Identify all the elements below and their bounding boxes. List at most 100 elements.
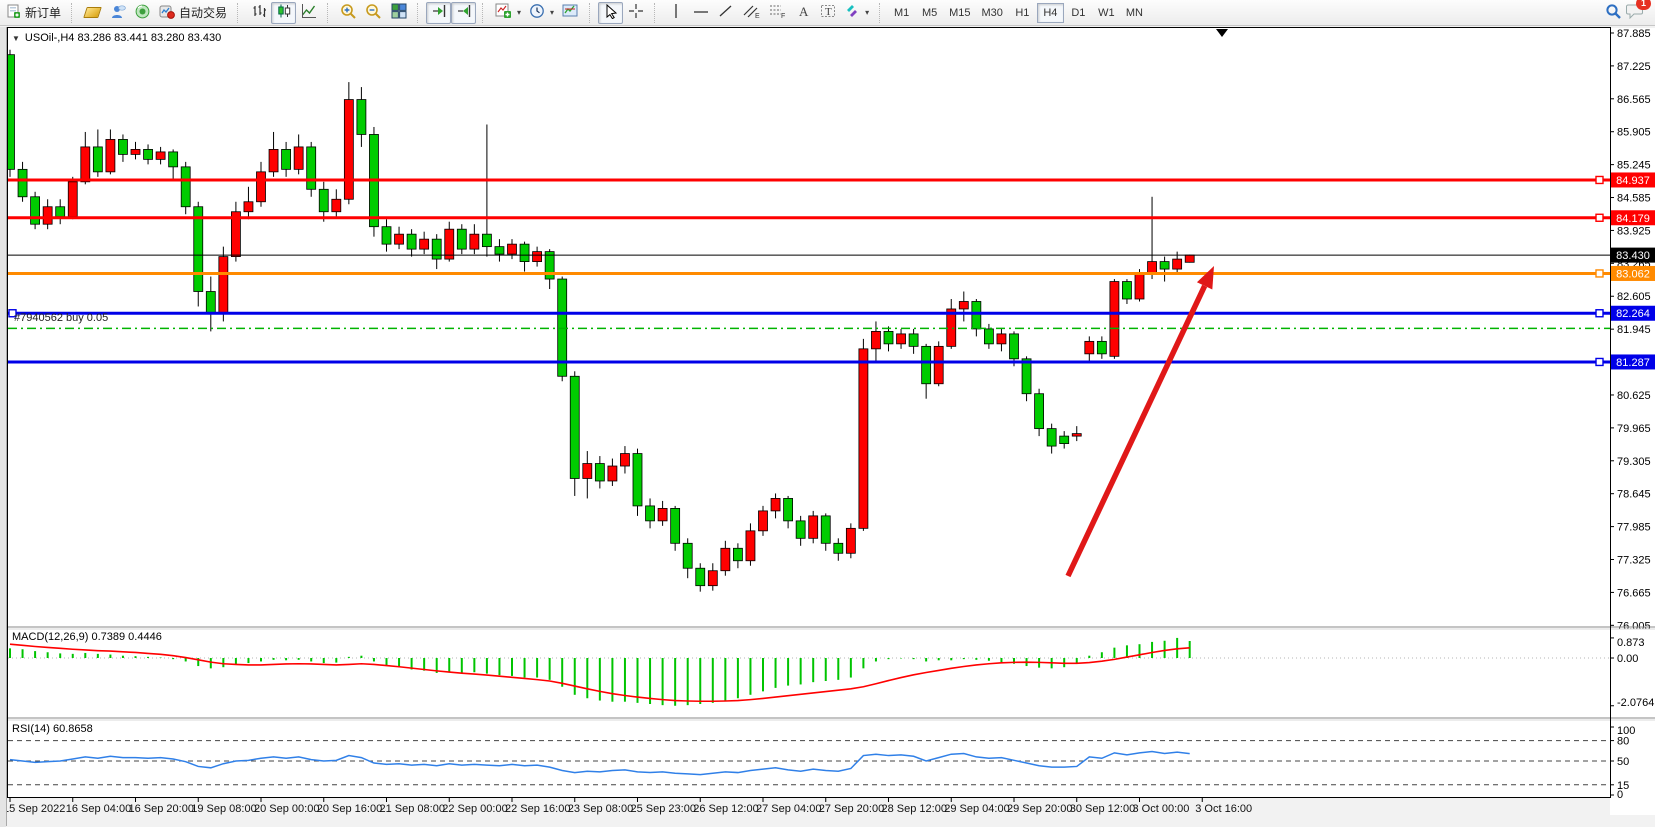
timeframe-M5-button[interactable]: M5 xyxy=(916,3,943,23)
text-label-button[interactable]: T xyxy=(815,2,840,24)
candle-body xyxy=(1122,281,1132,300)
candle-body xyxy=(218,256,229,315)
candle-body xyxy=(118,139,128,155)
zoom-in-button[interactable] xyxy=(336,2,361,24)
chart-menu-icon[interactable]: ▼ xyxy=(12,33,20,43)
horizontal-line-button[interactable] xyxy=(688,2,713,24)
line-handle xyxy=(1595,357,1604,367)
time-tick-label: 3 Oct 00:00 xyxy=(1133,803,1190,815)
candle-body xyxy=(620,453,630,467)
chart-canvas[interactable]: 87.885 87.225 86.565 85.905 85.245 84.585 83.9… xyxy=(0,26,1655,827)
news-button[interactable] xyxy=(130,2,155,24)
price-line-label-box xyxy=(1611,247,1655,263)
timeframe-M15-button[interactable]: M15 xyxy=(944,3,975,23)
dropdown-caret-icon: ▾ xyxy=(550,8,555,17)
crosshair-icon xyxy=(628,3,644,22)
candle-body xyxy=(908,333,919,347)
market-button[interactable] xyxy=(80,2,105,24)
community-button[interactable] xyxy=(105,2,130,24)
candle-body xyxy=(55,206,66,218)
candle-body xyxy=(343,99,354,200)
timeframe-M30-button[interactable]: M30 xyxy=(976,3,1007,23)
trend-arrow-head[interactable] xyxy=(1196,266,1214,290)
tile-windows-icon xyxy=(391,3,407,22)
search-button[interactable] xyxy=(1601,2,1626,24)
bar-chart-button[interactable] xyxy=(246,2,271,24)
timeframe-D1-button[interactable]: D1 xyxy=(1065,3,1092,23)
candle-body xyxy=(783,498,793,522)
timeframe-M1-button[interactable]: M1 xyxy=(888,3,915,23)
candle-body xyxy=(594,463,605,482)
rsi-line xyxy=(9,750,1190,776)
candle-body xyxy=(921,345,932,385)
ohlc-bars-icon xyxy=(251,3,267,22)
vertical-line-button[interactable] xyxy=(663,2,688,24)
candle-body xyxy=(268,149,279,173)
timeframe-H1-button[interactable]: H1 xyxy=(1009,3,1036,23)
periods-button[interactable]: ▾ xyxy=(525,2,558,24)
tile-windows-button[interactable] xyxy=(386,2,411,24)
candle-body xyxy=(707,570,718,587)
chart-shift-marker[interactable] xyxy=(1216,29,1228,37)
time-tick-label: 27 Sep 04:00 xyxy=(756,803,821,815)
candle-body xyxy=(695,567,706,587)
price-line-label: 83.430 xyxy=(1616,250,1650,262)
price-tick-label: 82.605 xyxy=(1617,291,1651,303)
templates-button[interactable] xyxy=(558,2,583,24)
gold-bar-icon xyxy=(83,7,102,18)
toolbar-separator xyxy=(654,2,659,23)
horizontal-line-icon xyxy=(693,6,709,20)
candle-body xyxy=(984,328,994,345)
candle-body xyxy=(1184,254,1195,263)
new-order-icon xyxy=(6,4,21,22)
candle-body xyxy=(833,542,844,554)
candle-body xyxy=(394,233,404,245)
candle-body xyxy=(293,146,304,170)
line-handle xyxy=(1595,269,1604,278)
candle-body xyxy=(507,243,517,255)
shapes-button[interactable]: ▾ xyxy=(840,2,873,24)
fibonacci-button[interactable]: F xyxy=(764,2,790,24)
autotrading-button[interactable]: 自动交易 xyxy=(155,2,231,24)
crosshair-button[interactable] xyxy=(623,2,648,24)
new-order-button[interactable]: 新订单 xyxy=(2,2,65,24)
zoom-out-button[interactable] xyxy=(361,2,386,24)
time-tick-label: 20 Sep 16:00 xyxy=(317,803,382,815)
chat-button[interactable]: 1 xyxy=(1626,0,1651,24)
timeframe-H4-button[interactable]: H4 xyxy=(1036,2,1064,23)
trendline-button[interactable] xyxy=(713,2,738,24)
autoscroll-icon xyxy=(431,3,447,22)
zoom-out-icon xyxy=(365,3,382,22)
line-chart-button[interactable] xyxy=(296,2,321,24)
chart-title: USOil-,H4 83.286 83.441 83.280 83.430 xyxy=(24,32,222,44)
rsi-tick-label: 50 xyxy=(1617,756,1629,768)
indicators-button[interactable]: ▾ xyxy=(491,2,525,24)
price-tick-label: 77.325 xyxy=(1617,555,1651,567)
time-tick-label: 29 Sep 04:00 xyxy=(944,803,1009,815)
candle-body xyxy=(281,149,292,170)
rsi-tick-label: 0 xyxy=(1617,789,1623,801)
trendline-icon xyxy=(718,3,734,22)
candle-body xyxy=(569,375,580,479)
text-button[interactable]: A xyxy=(790,2,815,24)
candlestick-chart-button[interactable] xyxy=(271,1,297,24)
candle-body xyxy=(80,146,91,183)
candle-body xyxy=(670,508,681,544)
time-tick-label: 26 Sep 12:00 xyxy=(693,803,758,815)
candle-body xyxy=(745,530,756,562)
price-line-label-box xyxy=(1611,354,1655,370)
line-handle xyxy=(8,309,17,318)
candle-body xyxy=(582,463,593,479)
trend-arrow-line[interactable] xyxy=(1065,284,1208,578)
channel-button[interactable]: E xyxy=(738,2,764,24)
timeframe-W1-button[interactable]: W1 xyxy=(1093,3,1120,23)
timeframe-MN-button[interactable]: MN xyxy=(1121,3,1148,23)
toolbar-separator xyxy=(71,2,76,23)
autoscroll-button[interactable] xyxy=(426,1,452,24)
cursor-button[interactable] xyxy=(598,1,624,24)
search-icon xyxy=(1605,3,1622,23)
candle-body xyxy=(256,171,266,203)
chart-shift-button[interactable] xyxy=(451,1,477,24)
time-tick-label: 19 Sep 08:00 xyxy=(191,803,256,815)
time-tick-label: 29 Sep 20:00 xyxy=(1007,803,1072,815)
